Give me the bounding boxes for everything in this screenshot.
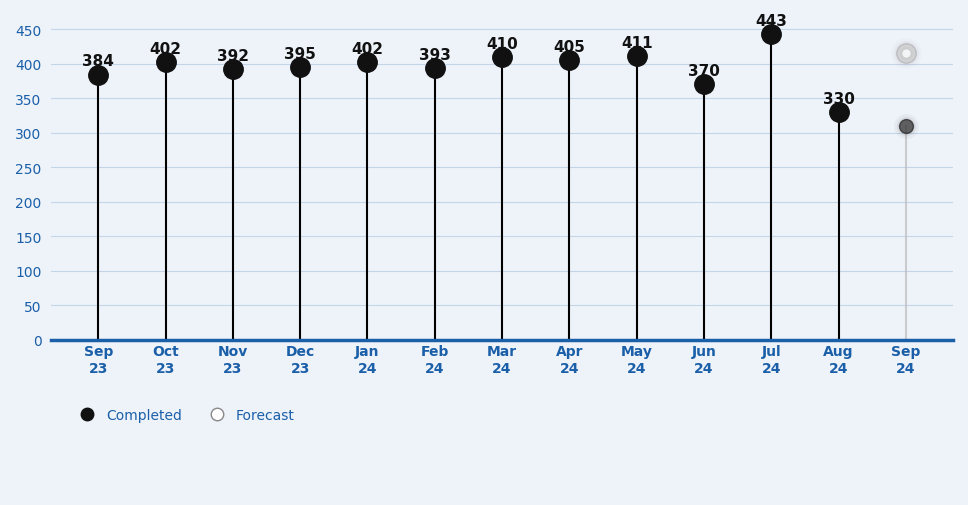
Text: 393: 393 bbox=[419, 48, 451, 63]
Text: 402: 402 bbox=[351, 42, 383, 57]
Text: 411: 411 bbox=[620, 36, 652, 50]
Text: 395: 395 bbox=[285, 47, 317, 62]
Text: 405: 405 bbox=[554, 40, 586, 55]
Legend: Completed, Forecast: Completed, Forecast bbox=[67, 403, 300, 428]
Text: 384: 384 bbox=[82, 55, 114, 69]
Text: 370: 370 bbox=[688, 64, 720, 79]
Text: 330: 330 bbox=[823, 91, 855, 107]
Text: 410: 410 bbox=[486, 36, 518, 52]
Text: 402: 402 bbox=[149, 42, 182, 57]
Text: 392: 392 bbox=[217, 49, 249, 64]
Text: 443: 443 bbox=[755, 14, 787, 29]
